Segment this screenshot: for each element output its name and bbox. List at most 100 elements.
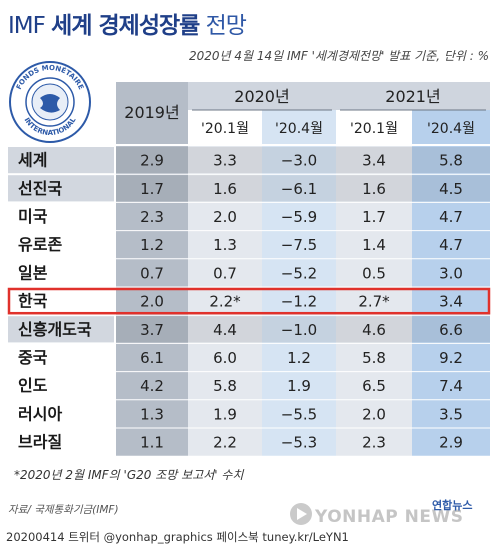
- country-cell: [8, 288, 114, 315]
- value-cell: 3.3: [213, 152, 237, 170]
- value-cell: 6.5: [362, 377, 386, 395]
- subheader-cell: [262, 110, 336, 144]
- sub-header-label: '20.1월: [201, 121, 249, 137]
- row-shade: [188, 316, 262, 343]
- value-cell: 2.3: [140, 208, 164, 226]
- country-label: 중국: [18, 348, 48, 367]
- source: 자료/ 국제통화기금(IMF): [8, 504, 119, 516]
- country-label: 브라질: [18, 433, 62, 452]
- value-cell: 7.4: [439, 377, 463, 395]
- value-cell: 3.0: [439, 264, 463, 282]
- subheader-cell: [336, 110, 412, 144]
- value-cell: 6.6: [439, 321, 463, 339]
- value-cell: 6.1: [140, 349, 164, 367]
- value-cell: 1.3: [213, 236, 237, 254]
- row-shade: [336, 147, 412, 174]
- value-cell: −5.3: [281, 434, 317, 452]
- value-cell: 0.5: [362, 264, 386, 282]
- country-cell: [8, 203, 114, 230]
- value-cell: 1.2: [287, 349, 311, 367]
- value-cell: 2.2: [213, 434, 237, 452]
- row-shade: [336, 175, 412, 202]
- value-cell: 3.5: [439, 405, 463, 423]
- value-cell: 0.7: [140, 264, 164, 282]
- row-shade: [188, 147, 262, 174]
- value-cell: 0.7: [213, 264, 237, 282]
- country-cell: [8, 400, 114, 427]
- subtitle: 2020년 4월 14일 IMF '세계경제전망' 발표 기준, 단위 : %: [188, 49, 489, 63]
- value-cell: 2.9: [439, 434, 463, 452]
- page-title: IMF 세계 경제성장률 전망: [8, 6, 247, 40]
- value-cell: 1.1: [140, 434, 164, 452]
- column-band: [262, 146, 336, 457]
- value-cell: 2.0: [140, 293, 164, 311]
- value-cell: 4.7: [439, 208, 463, 226]
- value-cell: 2.3: [362, 434, 386, 452]
- country-label: 한국: [18, 292, 48, 311]
- value-cell: 1.6: [213, 180, 237, 198]
- header-2019-cell: [116, 82, 188, 144]
- sub-header-label: '20.4월: [427, 121, 475, 137]
- country-label: 신흥개도국: [18, 320, 92, 339]
- value-cell: −3.0: [281, 152, 317, 170]
- country-label: 일본: [18, 263, 48, 282]
- value-cell: 1.7: [362, 208, 386, 226]
- country-label: 미국: [18, 207, 48, 226]
- year-header-2021: 2021년: [385, 87, 440, 106]
- column-band: [116, 146, 188, 457]
- row-shade: [412, 175, 490, 202]
- row-shade: [262, 316, 336, 343]
- value-cell: 1.7: [140, 180, 164, 198]
- subheader-cell: [412, 110, 490, 144]
- column-band: [336, 146, 412, 457]
- row-shade: [336, 316, 412, 343]
- value-cell: 2.0: [362, 405, 386, 423]
- title-main: 세계 경제성장률: [51, 13, 200, 39]
- value-cell: 5.8: [439, 152, 463, 170]
- year-header-2019: 2019년: [124, 103, 179, 122]
- value-cell: −5.5: [281, 405, 317, 423]
- country-label: 인도: [18, 376, 48, 395]
- value-cell: 1.3: [140, 405, 164, 423]
- country-label: 러시아: [18, 404, 62, 423]
- country-cell: [8, 259, 114, 286]
- row-shade: [116, 316, 188, 343]
- value-cell: 4.6: [362, 321, 386, 339]
- credit-line: 20200414 트위터 @yonhap_graphics 페이스북 tuney…: [6, 530, 349, 544]
- country-cell: [8, 231, 114, 258]
- title-prefix: IMF: [8, 13, 46, 39]
- country-label: 유로존: [18, 235, 62, 254]
- country-cell: [8, 316, 114, 343]
- country-label: 세계: [18, 151, 47, 170]
- row-shade: [188, 175, 262, 202]
- row-shade: [262, 175, 336, 202]
- footnote: *2020년 2월 IMF의 'G20 조망 보고서' 수치: [14, 468, 244, 482]
- value-cell: 3.7: [140, 321, 164, 339]
- row-shade: [116, 175, 188, 202]
- watermark: YONHAP NEWS: [315, 507, 464, 527]
- sub-header-label: '20.1월: [350, 121, 398, 137]
- value-cell: 1.9: [287, 377, 311, 395]
- value-cell: 6.0: [213, 349, 237, 367]
- value-cell: 9.2: [439, 349, 463, 367]
- value-cell: 1.2: [140, 236, 164, 254]
- title-suffix: 전망: [205, 13, 247, 39]
- value-cell: 3.4: [439, 293, 463, 311]
- value-cell: 3.4: [362, 152, 386, 170]
- country-cell: [8, 175, 114, 202]
- column-band: [188, 146, 262, 457]
- column-band: [412, 146, 490, 457]
- row-shade: [262, 147, 336, 174]
- value-cell: 2.2*: [209, 293, 241, 311]
- row-shade: [116, 147, 188, 174]
- value-cell: −7.5: [281, 236, 317, 254]
- value-cell: 5.8: [362, 349, 386, 367]
- value-cell: 4.4: [213, 321, 237, 339]
- year-header-2020: 2020년: [234, 87, 289, 106]
- agency-name: 연합뉴스: [432, 499, 473, 512]
- country-cell: [8, 429, 114, 456]
- value-cell: 2.9: [140, 152, 164, 170]
- row-shade: [412, 316, 490, 343]
- value-cell: 2.7*: [358, 293, 390, 311]
